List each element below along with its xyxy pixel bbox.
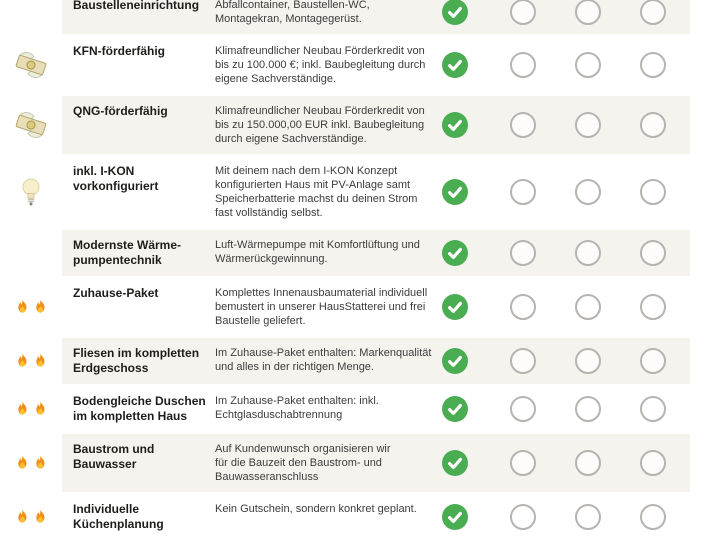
feature-description: Mit deinem nach dem I-KON Konzept konfig… xyxy=(215,165,418,219)
double-fire-icon xyxy=(0,338,62,384)
option-circle-empty xyxy=(640,348,666,374)
feature-row-kfn-foerderfaehig: KFN-förderfähig Klimafreundlicher Neubau… xyxy=(0,36,720,94)
feature-icon-cell-empty xyxy=(0,230,62,276)
included-check-icon xyxy=(440,0,470,27)
double-fire-icon xyxy=(0,434,62,492)
feature-title: Bodengleiche Duschen im kompletten Haus xyxy=(73,394,206,423)
feature-description: Auf Kundenwunsch organisieren wir für di… xyxy=(215,443,391,483)
option-circle-empty xyxy=(640,294,666,320)
option-circle-empty xyxy=(640,0,666,25)
option-circle-empty xyxy=(510,112,536,138)
feature-icon-cell-empty xyxy=(0,0,62,34)
included-check-icon xyxy=(440,448,470,478)
option-circle-empty xyxy=(510,52,536,78)
feature-description: Abfallcontainer, Baustellen-WC, Montagek… xyxy=(215,0,370,25)
option-circle-empty xyxy=(575,504,601,530)
option-circle-empty xyxy=(640,240,666,266)
option-circle-empty xyxy=(575,179,601,205)
feature-row-qng-foerderfaehig: QNG-förderfähig Klimafreundlicher Neubau… xyxy=(0,96,720,154)
option-circle-empty xyxy=(510,179,536,205)
feature-row-fliesen-erdgeschoss: Fliesen im kompletten Erdgeschoss Im Zuh… xyxy=(0,338,720,384)
option-circle-empty xyxy=(510,240,536,266)
feature-row-waermepumpentechnik: Modernste Wärme- pumpentechnik Luft-Wärm… xyxy=(0,230,720,276)
feature-title: Modernste Wärme- pumpentechnik xyxy=(73,238,182,267)
feature-row-baustrom-bauwasser: Baustrom und Bauwasser Auf Kundenwunsch … xyxy=(0,434,720,492)
feature-row-baustelleneinrichtung: Baustelleneinrichtung Abfallcontainer, B… xyxy=(0,0,720,34)
feature-title: KFN-förderfähig xyxy=(73,44,165,58)
feature-description: Klimafreundlicher Neubau Förderkredit vo… xyxy=(215,105,425,145)
double-fire-icon xyxy=(0,278,62,336)
option-circle-empty xyxy=(510,396,536,422)
light-bulb-icon xyxy=(0,156,62,228)
feature-description: Im Zuhause-Paket enthalten: inkl. Echtgl… xyxy=(215,395,379,421)
feature-title: inkl. I-KON vorkonfiguriert xyxy=(73,164,159,193)
feature-row-ikon-vorkonfiguriert: inkl. I-KON vorkonfiguriert Mit deinem n… xyxy=(0,156,720,228)
option-circle-empty xyxy=(510,348,536,374)
feature-row-bodengleiche-duschen: Bodengleiche Duschen im kompletten Haus … xyxy=(0,386,720,432)
option-circle-empty xyxy=(640,504,666,530)
option-circle-empty xyxy=(640,450,666,476)
feature-description: Klimafreundlicher Neubau Förderkredit vo… xyxy=(215,45,426,85)
option-circle-empty xyxy=(510,450,536,476)
option-circle-empty xyxy=(510,294,536,320)
option-circle-empty xyxy=(575,396,601,422)
feature-description: Luft-Wärmepumpe mit Komfortlüftung und W… xyxy=(215,239,420,265)
option-circle-empty xyxy=(575,240,601,266)
option-circle-empty xyxy=(575,294,601,320)
feature-title: Baustrom und Bauwasser xyxy=(73,442,155,471)
option-circle-empty xyxy=(575,112,601,138)
feature-title: Fliesen im kompletten Erdgeschoss xyxy=(73,346,200,375)
option-circle-empty xyxy=(575,52,601,78)
option-circle-empty xyxy=(510,0,536,25)
included-check-icon xyxy=(440,502,470,532)
included-check-icon xyxy=(440,292,470,322)
feature-title: QNG-förderfähig xyxy=(73,104,168,118)
option-circle-empty xyxy=(575,450,601,476)
double-fire-icon xyxy=(0,386,62,432)
feature-description: Komplettes Innenausbaumaterial individue… xyxy=(215,287,428,327)
option-circle-empty xyxy=(640,179,666,205)
feature-title: Baustelleneinrichtung xyxy=(73,0,200,12)
included-check-icon xyxy=(440,50,470,80)
money-with-wings-icon xyxy=(0,36,62,94)
double-fire-icon xyxy=(0,494,62,540)
option-circle-empty xyxy=(640,112,666,138)
included-check-icon xyxy=(440,110,470,140)
feature-row-kuechenplanung: Individuelle Küchenplanung Kein Gutschei… xyxy=(0,494,720,540)
option-circle-empty xyxy=(510,504,536,530)
included-check-icon xyxy=(440,177,470,207)
option-circle-empty xyxy=(640,52,666,78)
feature-title: Zuhause-Paket xyxy=(73,286,159,300)
included-check-icon xyxy=(440,394,470,424)
feature-description: Kein Gutschein, sondern konkret geplant. xyxy=(215,503,417,515)
feature-title: Individuelle Küchenplanung xyxy=(73,502,164,531)
money-with-wings-icon xyxy=(0,96,62,154)
option-circle-empty xyxy=(575,348,601,374)
included-check-icon xyxy=(440,238,470,268)
included-check-icon xyxy=(440,346,470,376)
feature-description: Im Zuhause-Paket enthalten: Markenqualit… xyxy=(215,347,432,373)
option-circle-empty xyxy=(640,396,666,422)
feature-row-zuhause-paket: Zuhause-Paket Komplettes Innenausbaumate… xyxy=(0,278,720,336)
option-circle-empty xyxy=(575,0,601,25)
